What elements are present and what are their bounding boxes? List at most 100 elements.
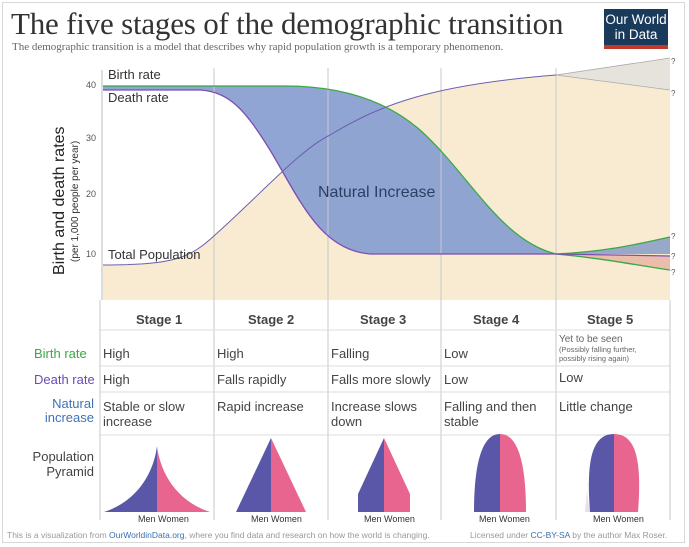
stage5-birth-down-area [556, 254, 670, 270]
cell-natural-stage-4: Falling and then stable [444, 399, 537, 429]
question-mark-birth-down: ? [671, 268, 676, 277]
cell-natural-stage-3: Increase slows down [331, 399, 417, 429]
y-axis-title: Birth and death rates [51, 126, 68, 275]
row-label-natural-increase: Natural increase [40, 397, 94, 425]
cell-natural-stage-5: Little change [559, 399, 633, 414]
row-label-population: Population [32, 449, 94, 464]
pyramid-stage-2 [236, 438, 306, 512]
cell-birth-stage-4: Low [444, 346, 468, 361]
pyramid-1-sex-labels: Men Women [138, 514, 189, 524]
pyramid-stage-1 [104, 446, 210, 512]
women-label: Women [499, 514, 530, 524]
pyramid-men [236, 438, 271, 512]
stage5-birth-sub-1: (Possibly falling further, [559, 345, 637, 354]
question-mark-pop-down: ? [671, 89, 676, 98]
cell-birth-stage-3: Falling [331, 346, 370, 361]
stage-header-2: Stage 2 [248, 312, 295, 327]
pyramid-stage-3 [358, 438, 410, 512]
cell-death-stage-4: Low [444, 372, 468, 387]
page-title: The five stages of the demographic trans… [11, 6, 564, 41]
women-label: Women [158, 514, 189, 524]
y-axis-subtitle: (per 1,000 people per year) [70, 141, 81, 262]
population-label: Total Population [108, 247, 201, 262]
question-mark-pop-up: ? [671, 57, 676, 66]
cell-death-stage-1: High [103, 372, 130, 387]
pyramid-stage-4 [474, 434, 526, 512]
pyramid-4-sex-labels: Men Women [479, 514, 530, 524]
population-line [102, 74, 557, 266]
license-link[interactable]: CC-BY-SA [530, 530, 570, 540]
pyramid-women [500, 434, 526, 512]
row-label-death-rate: Death rate [34, 372, 95, 387]
death-rate-label: Death rate [108, 90, 169, 105]
pyramid-men [588, 434, 614, 512]
stage5-birth-up-area [556, 237, 670, 254]
men-label: Men [138, 514, 156, 524]
death-rate-line [103, 89, 671, 257]
row-label-population-pyramid: Population Pyramid [20, 449, 94, 479]
natural-increase-label: Natural Increase [318, 184, 435, 201]
men-label: Men [479, 514, 497, 524]
pyramid-stage-5 [585, 434, 640, 512]
question-mark-death: ? [671, 252, 676, 261]
pyramid-men [104, 446, 157, 512]
pyramid-women [384, 438, 410, 512]
cell-death-stage-3: Falls more slowly [331, 372, 431, 387]
birth-rate-line-stage5-up [555, 236, 671, 255]
row-label-birth-rate: Birth rate [34, 346, 87, 361]
footer-post: , where you find data and research on ho… [184, 530, 430, 540]
population-uncertainty-band [556, 58, 670, 90]
cell-birth-stage-5: Yet to be seen (Possibly falling further… [559, 334, 637, 363]
women-label: Women [613, 514, 644, 524]
stage-header-1: Stage 1 [136, 312, 183, 327]
natural-increase-area [103, 86, 556, 254]
y-tick-20: 20 [86, 189, 96, 199]
y-tick-30: 30 [86, 133, 96, 143]
table-rules [100, 329, 670, 436]
population-line-stage5-up [555, 57, 671, 76]
men-label: Men [251, 514, 269, 524]
stage-dividers [213, 68, 557, 520]
cell-natural-stage-2: Rapid increase [217, 399, 304, 414]
owid-logo[interactable]: Our World in Data [604, 9, 668, 49]
birth-rate-line-stage5-down [555, 253, 671, 271]
y-tick-10: 10 [86, 249, 96, 259]
cell-natural-stage-1: Stable or slow increase [103, 399, 185, 429]
cell-death-stage-5: Low [559, 370, 583, 385]
stage5-birth-sub-2: possibly rising again) [559, 354, 630, 363]
pyramid-uncertainty [585, 480, 590, 512]
pyramid-men [358, 438, 384, 512]
women-label: Women [271, 514, 302, 524]
question-marks: ? ? ? ? ? [671, 57, 676, 277]
pyramid-2-sex-labels: Men Women [251, 514, 302, 524]
logo-line-2: in Data [614, 27, 658, 42]
question-mark-birth-up: ? [671, 232, 676, 241]
pyramid-3-sex-labels: Men Women [364, 514, 415, 524]
pyramid-5-sex-labels: Men Women [593, 514, 644, 524]
birth-rate-label: Birth rate [108, 67, 161, 82]
stage-header-4: Stage 4 [473, 312, 520, 327]
y-ticks: 40 30 20 10 [86, 80, 96, 259]
page-subtitle: The demographic transition is a model th… [12, 41, 504, 53]
birth-rate-line [103, 85, 557, 255]
license-pre: Licensed under [470, 530, 529, 540]
footer-license: Licensed under CC-BY-SA by the author Ma… [470, 530, 667, 540]
men-label: Men [593, 514, 611, 524]
logo-line-1: Our World [605, 12, 667, 27]
stage-header-5: Stage 5 [587, 312, 634, 327]
footer-owid-link[interactable]: OurWorldinData.org [109, 530, 185, 540]
pyramid-men [474, 434, 500, 512]
cell-death-stage-2: Falls rapidly [217, 372, 287, 387]
men-label: Men [364, 514, 382, 524]
pyramid-women [614, 434, 640, 512]
footer-pre: This is a visualization from [7, 530, 107, 540]
license-post: by the author Max Roser. [572, 530, 668, 540]
cell-birth-stage-2: High [217, 346, 244, 361]
row-label-increase: increase [44, 410, 94, 425]
footer-source: This is a visualization from OurWorldinD… [7, 530, 430, 540]
women-label: Women [384, 514, 415, 524]
population-line-stage5-down [555, 74, 671, 91]
stage-header-3: Stage 3 [360, 312, 407, 327]
